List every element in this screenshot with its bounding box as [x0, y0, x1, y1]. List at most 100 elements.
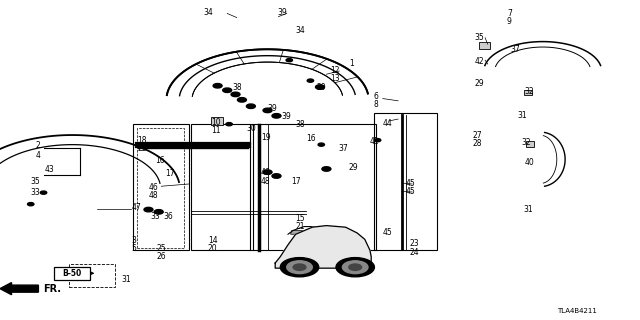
Text: 35: 35 — [31, 177, 40, 186]
Text: 16: 16 — [306, 134, 316, 143]
Circle shape — [226, 123, 232, 126]
Text: 19: 19 — [261, 133, 271, 142]
Text: 39: 39 — [268, 104, 277, 113]
Bar — [374, 113, 437, 250]
Bar — [191, 124, 376, 250]
Text: 13: 13 — [330, 74, 340, 83]
Circle shape — [213, 84, 222, 88]
Text: 44: 44 — [383, 119, 392, 128]
Text: 42: 42 — [475, 57, 484, 66]
Text: 15: 15 — [296, 214, 305, 223]
Circle shape — [28, 203, 34, 206]
Polygon shape — [328, 229, 344, 234]
Circle shape — [231, 92, 240, 97]
Bar — [133, 124, 189, 250]
Circle shape — [336, 258, 374, 277]
Text: 28: 28 — [472, 139, 482, 148]
Text: 39: 39 — [282, 112, 291, 121]
Circle shape — [40, 191, 47, 194]
Circle shape — [287, 261, 312, 274]
Text: 26: 26 — [157, 252, 166, 261]
Circle shape — [272, 174, 281, 178]
Text: 27: 27 — [472, 131, 482, 140]
Circle shape — [263, 170, 272, 174]
Polygon shape — [291, 230, 306, 234]
Text: 14: 14 — [208, 236, 218, 245]
Text: 40: 40 — [525, 158, 534, 167]
Text: 12: 12 — [330, 66, 340, 75]
Text: 23: 23 — [410, 239, 419, 248]
Bar — [526, 141, 534, 147]
Text: 17: 17 — [291, 177, 301, 186]
Bar — [137, 128, 184, 248]
Text: 2: 2 — [35, 141, 40, 150]
Text: 45: 45 — [406, 179, 415, 188]
Text: 5: 5 — [131, 244, 136, 253]
Text: TLA4B4211: TLA4B4211 — [557, 308, 596, 314]
Text: 46: 46 — [261, 168, 271, 177]
Bar — [69, 264, 115, 287]
FancyArrow shape — [0, 283, 38, 295]
Text: 33: 33 — [31, 188, 40, 197]
Text: 43: 43 — [45, 165, 54, 174]
Circle shape — [237, 98, 246, 102]
Text: 31: 31 — [122, 276, 131, 284]
Bar — [479, 42, 490, 49]
Text: 24: 24 — [410, 248, 419, 257]
Text: 33: 33 — [150, 212, 160, 221]
Text: 6: 6 — [374, 92, 379, 101]
Text: B-50: B-50 — [63, 269, 82, 278]
Text: 47: 47 — [131, 203, 141, 212]
Circle shape — [154, 210, 163, 214]
Polygon shape — [275, 226, 371, 268]
Text: 22: 22 — [138, 144, 147, 153]
Circle shape — [307, 79, 314, 82]
Text: 29: 29 — [475, 79, 484, 88]
Text: 31: 31 — [517, 111, 527, 120]
Text: 29: 29 — [317, 83, 326, 92]
Text: 1: 1 — [349, 60, 353, 68]
Text: 18: 18 — [138, 136, 147, 145]
Text: 9: 9 — [507, 17, 512, 26]
Text: 37: 37 — [338, 144, 348, 153]
Circle shape — [293, 264, 306, 270]
Text: 17: 17 — [165, 169, 175, 178]
Bar — [524, 90, 532, 95]
Circle shape — [246, 104, 255, 108]
Bar — [211, 117, 223, 125]
Text: 41: 41 — [370, 137, 380, 146]
Circle shape — [144, 207, 153, 212]
Circle shape — [318, 143, 324, 146]
Text: 48: 48 — [261, 177, 271, 186]
FancyBboxPatch shape — [54, 267, 90, 280]
Circle shape — [322, 167, 331, 171]
Text: 30: 30 — [246, 124, 256, 133]
Text: 7: 7 — [507, 9, 512, 18]
Text: 8: 8 — [374, 100, 378, 109]
Circle shape — [280, 258, 319, 277]
Text: 34: 34 — [296, 26, 305, 35]
Circle shape — [286, 59, 292, 62]
Text: 11: 11 — [211, 126, 221, 135]
Text: 3: 3 — [131, 236, 136, 245]
Text: 45: 45 — [406, 187, 415, 196]
Text: FR.: FR. — [44, 284, 61, 294]
Text: 38: 38 — [296, 120, 305, 129]
Text: 20: 20 — [208, 244, 218, 253]
Text: 32: 32 — [522, 138, 531, 147]
Circle shape — [272, 114, 281, 118]
Text: 45: 45 — [383, 228, 392, 237]
Circle shape — [263, 108, 272, 113]
Text: 31: 31 — [524, 205, 533, 214]
Polygon shape — [307, 229, 326, 234]
Circle shape — [316, 85, 324, 89]
Text: 25: 25 — [157, 244, 166, 253]
Text: 29: 29 — [349, 164, 358, 172]
Text: 37: 37 — [511, 45, 520, 54]
Text: 36: 36 — [163, 212, 173, 221]
Text: 38: 38 — [232, 84, 242, 92]
Text: 21: 21 — [296, 222, 305, 231]
Circle shape — [342, 261, 368, 274]
Circle shape — [349, 264, 362, 270]
Circle shape — [223, 88, 232, 92]
